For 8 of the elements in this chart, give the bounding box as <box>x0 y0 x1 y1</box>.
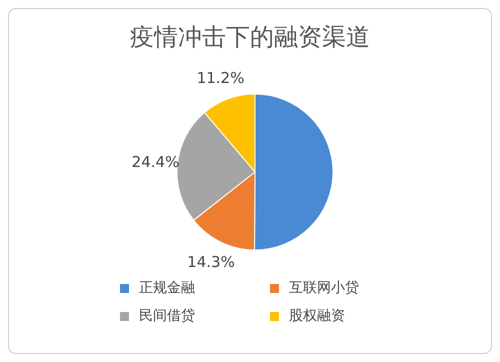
data-label: 11.2% <box>196 69 244 88</box>
legend-label: 民间借贷 <box>139 307 195 325</box>
data-label: 14.3% <box>187 252 235 271</box>
legend-label: 互联网小贷 <box>289 279 359 297</box>
legend-label: 股权融资 <box>289 307 345 325</box>
legend-label: 正规金融 <box>139 279 195 297</box>
chart-title: 疫情冲击下的融资渠道 <box>129 22 371 53</box>
data-label: 24.4% <box>132 152 180 171</box>
